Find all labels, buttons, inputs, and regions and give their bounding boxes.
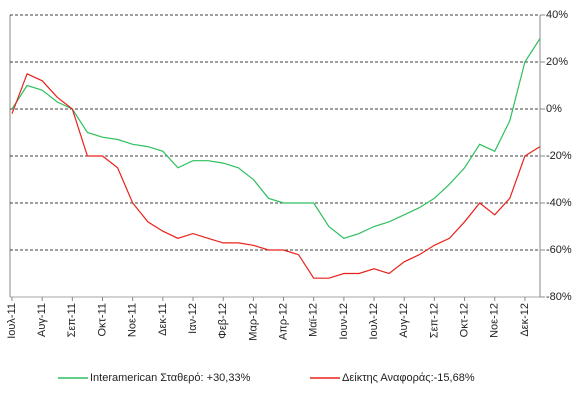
y-tick-label: -40% <box>546 197 572 209</box>
y-tick-label: 0% <box>546 103 562 115</box>
y-tick-label: -80% <box>546 291 572 303</box>
x-tick-label: Νοε-11 <box>127 303 139 337</box>
legend-label: Interamerican Σταθερό: +30,33% <box>90 372 251 384</box>
series-line <box>11 72 541 279</box>
x-tick-label: Σεπ-11 <box>66 303 78 337</box>
x-tick-label: Οκτ-11 <box>96 303 108 336</box>
x-tick-label: Ιαν-12 <box>187 303 199 334</box>
x-tick-label: Δεκ-12 <box>519 303 531 337</box>
x-tick-label: Δεκ-11 <box>157 303 169 336</box>
x-tick-label: Σεπ-12 <box>428 303 440 338</box>
y-tick-label: 20% <box>546 56 568 68</box>
y-tick-label: -60% <box>546 244 572 256</box>
x-tick-label: Μαϊ-12 <box>308 303 320 337</box>
series-line <box>11 38 541 239</box>
x-tick-label: Μαρ-12 <box>247 303 259 341</box>
x-tick-label: Αυγ-11 <box>36 303 48 337</box>
legend-label: Δείκτης Αναφοράς:-15,68% <box>342 372 475 384</box>
x-tick-label: Ιουν-12 <box>338 303 350 340</box>
y-tick-label: 40% <box>546 9 568 21</box>
x-tick-label: Απρ-12 <box>277 303 289 340</box>
x-tick-label: Νοε-12 <box>489 303 501 338</box>
x-tick-label: Ιουλ-11 <box>6 303 18 339</box>
x-tick-label: Αυγ-12 <box>398 303 410 338</box>
x-tick-label: Φεβ-12 <box>217 303 229 339</box>
y-tick-label: -20% <box>546 150 572 162</box>
x-tick-label: Οκτ-12 <box>458 303 470 337</box>
x-tick-label: Ιουλ-12 <box>368 303 380 340</box>
